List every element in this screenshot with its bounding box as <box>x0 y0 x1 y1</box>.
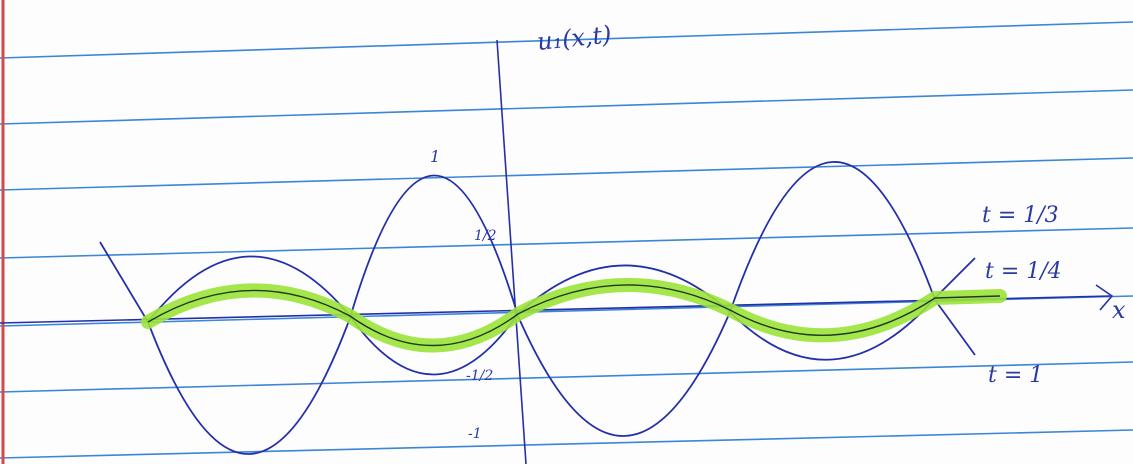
sketch: u₁(x,t) 1 1/2 -1/2 -1 t = 1/3 t = 1/4 t … <box>0 0 1133 464</box>
y-mark: -1 <box>468 426 482 442</box>
y-mark: 1/2 <box>474 228 497 244</box>
y-mark: 1 <box>430 147 440 166</box>
curve-label: t = 1 <box>988 363 1043 388</box>
curve-label: t = 1/3 <box>982 203 1059 228</box>
curve-label: t = 1/4 <box>985 259 1062 284</box>
axis-label: x <box>1112 296 1126 324</box>
y-mark: -1/2 <box>466 368 493 384</box>
